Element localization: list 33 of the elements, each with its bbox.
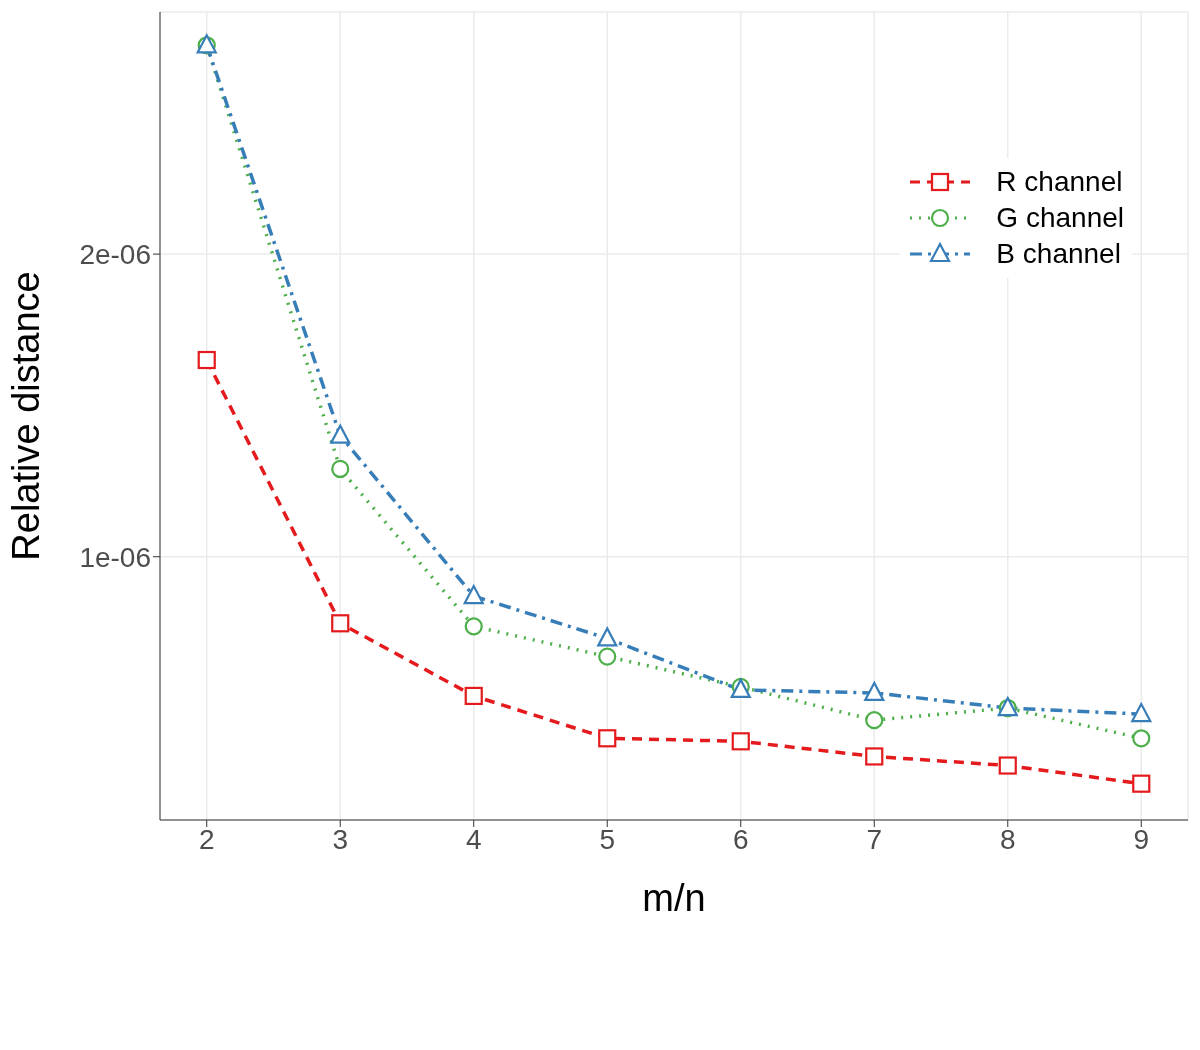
x-tick-label: 3: [332, 823, 349, 855]
point: [598, 647, 617, 666]
legend-label: R channel: [996, 166, 1123, 198]
point: [331, 614, 350, 633]
y-axis-title: Relative distance: [5, 271, 48, 561]
point: [597, 627, 618, 647]
point: [865, 711, 884, 730]
point: [197, 350, 216, 370]
point: [330, 424, 351, 444]
point: [1132, 774, 1151, 793]
x-tick-label: 5: [599, 823, 616, 855]
x-tick-label: 2: [198, 823, 215, 855]
y-tick-label: 2e-06: [79, 239, 151, 271]
x-tick-label: 4: [465, 823, 482, 855]
point: [331, 459, 350, 479]
point: [464, 686, 483, 706]
legend-label: B channel: [996, 238, 1121, 270]
point: [998, 756, 1017, 775]
x-tick-label: 7: [866, 823, 883, 855]
y-tick-label: 1e-06: [79, 541, 151, 573]
point: [1131, 702, 1152, 723]
x-tick-label: 6: [732, 823, 749, 855]
point: [598, 729, 617, 748]
x-axis-title: m/n: [642, 877, 706, 919]
legend-label: G channel: [996, 202, 1124, 234]
point: [1132, 729, 1151, 748]
point: [731, 732, 750, 751]
x-tick-label: 9: [1133, 823, 1150, 855]
point: [865, 747, 884, 766]
point: [463, 584, 484, 605]
point: [464, 617, 483, 636]
x-tick-label: 8: [999, 823, 1016, 855]
point: [864, 681, 885, 701]
